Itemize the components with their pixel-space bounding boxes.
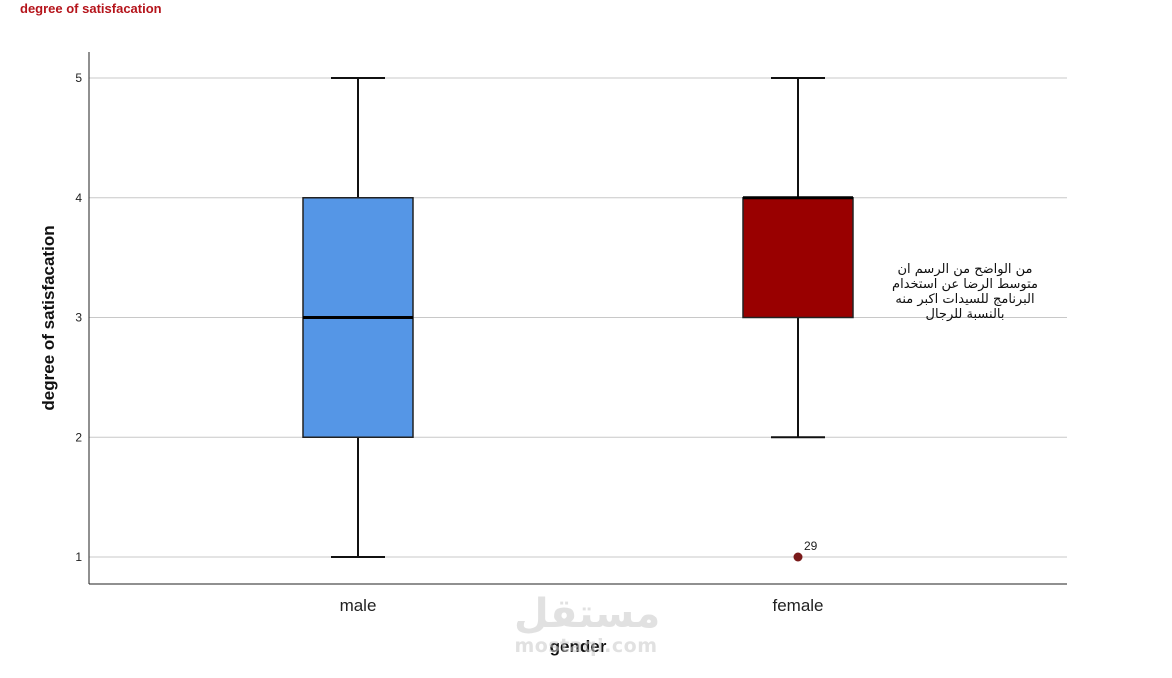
annotation-line: البرنامج للسيدات اكبر منه	[895, 292, 1035, 307]
watermark-arabic: مستقل	[514, 591, 661, 637]
annotation-line: من الواضح من الرسم ان	[897, 262, 1033, 277]
watermark-latin: mostaqi.com	[514, 635, 658, 657]
watermark: مستقل mostaqi.com	[514, 591, 661, 657]
outlier-point	[793, 552, 803, 562]
annotation-line: بالنسبة للرجال	[925, 307, 1005, 322]
box-female: 29	[742, 77, 854, 562]
boxes: 29	[302, 77, 854, 562]
y-tick-label: 4	[75, 191, 82, 205]
page-title: degree of satisfacation	[20, 1, 162, 16]
x-tick-label: female	[772, 596, 823, 615]
y-tick-label: 3	[75, 311, 82, 325]
iqr-box	[742, 197, 854, 319]
chart-annotation: من الواضح من الرسم ان متوسط الرضا عن است…	[872, 262, 1058, 322]
y-tick-label: 5	[75, 71, 82, 85]
gridlines	[89, 77, 1067, 558]
box-male	[302, 77, 414, 558]
outlier-label: 29	[804, 539, 818, 553]
x-tick-label: male	[340, 596, 377, 615]
x-axis-title: gender	[550, 637, 607, 656]
y-axis-title: degree of satisfacation	[39, 225, 58, 410]
y-tick-label: 2	[75, 430, 82, 444]
axis-ticks: 1 2 3 4 5 male female	[75, 71, 823, 615]
annotation-line: متوسط الرضا عن استخدام	[892, 277, 1038, 292]
y-tick-label: 1	[75, 550, 82, 564]
